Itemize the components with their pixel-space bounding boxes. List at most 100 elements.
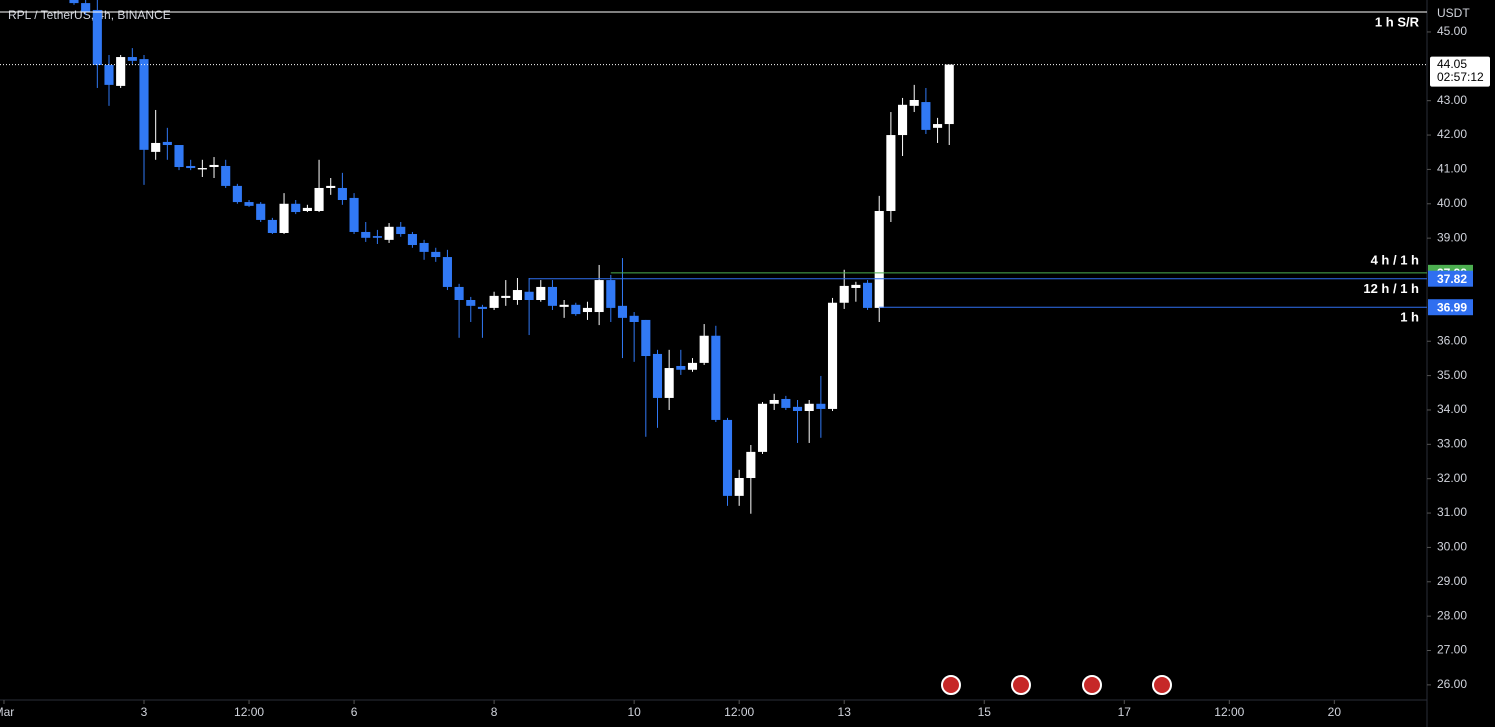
y-tick-label: 28.00 xyxy=(1437,608,1467,622)
candle-body xyxy=(734,478,744,496)
level-label: 4 h / 1 h xyxy=(1371,252,1419,267)
candle-body xyxy=(582,307,593,313)
y-tick-label: 42.00 xyxy=(1437,127,1467,141)
candle-body xyxy=(512,290,522,300)
candle-body xyxy=(104,64,114,85)
x-tick-label: 12:00 xyxy=(724,705,754,719)
candle-body xyxy=(314,187,324,211)
candle-body xyxy=(174,145,184,168)
y-tick-label: 41.00 xyxy=(1437,162,1467,176)
candle-body xyxy=(711,335,721,420)
candle-body xyxy=(547,286,558,306)
candle-body xyxy=(442,257,452,287)
candle-body xyxy=(337,187,347,200)
candle-body xyxy=(874,210,884,308)
candle-body xyxy=(827,302,838,409)
candle-body xyxy=(536,286,546,300)
y-tick-label: 36.00 xyxy=(1437,333,1467,347)
candle-body xyxy=(687,362,698,370)
candle-body xyxy=(361,231,371,238)
candle-body xyxy=(524,291,534,300)
candle-body xyxy=(232,185,242,203)
candle-body xyxy=(617,305,628,318)
candle-body xyxy=(419,242,429,252)
candle-body xyxy=(209,164,219,168)
x-tick-label: 10 xyxy=(627,705,641,719)
candle-body xyxy=(606,280,616,308)
candle-body xyxy=(501,295,511,298)
price-tag-label: 36.99 xyxy=(1437,300,1467,314)
candle-body xyxy=(746,451,756,479)
candle-body xyxy=(407,234,417,246)
candle-body xyxy=(909,100,919,106)
candle-body xyxy=(162,141,172,146)
candle-body xyxy=(372,236,382,238)
y-tick-label: 33.00 xyxy=(1437,437,1467,451)
candle-body xyxy=(221,165,231,186)
level-label: 1 h S/R xyxy=(1375,14,1420,29)
price-tag xyxy=(1428,299,1473,316)
x-tick-label: 3 xyxy=(141,705,148,719)
candle-body xyxy=(116,57,126,86)
candle-body xyxy=(197,168,207,170)
x-tick-label: 13 xyxy=(838,705,852,719)
candle-body xyxy=(384,226,394,240)
candle-body xyxy=(302,207,312,211)
candle-body xyxy=(151,142,161,152)
candle-body xyxy=(886,135,896,211)
price-tag-label: 37.82 xyxy=(1437,272,1467,286)
candle-body xyxy=(454,286,464,300)
y-tick-label: 45.00 xyxy=(1437,24,1467,38)
candle-body xyxy=(396,226,406,235)
x-tick-label: 20 xyxy=(1328,705,1342,719)
candle-body xyxy=(722,419,733,496)
candle-body xyxy=(652,353,663,398)
x-tick-label: 15 xyxy=(978,705,992,719)
y-tick-label: 32.00 xyxy=(1437,471,1467,485)
candle-body xyxy=(594,280,604,313)
candle-body xyxy=(186,165,196,169)
y-tick-label: 40.00 xyxy=(1437,196,1467,210)
candle-body xyxy=(477,306,487,309)
candle-body xyxy=(69,0,79,4)
last-price-tag xyxy=(1430,56,1490,87)
x-tick-label: 8 xyxy=(491,705,498,719)
candle-body xyxy=(127,57,137,61)
level-label: 12 h / 1 h xyxy=(1363,281,1419,296)
countdown: 02:57:12 xyxy=(1437,70,1484,84)
candle-body xyxy=(139,59,149,150)
candle-body xyxy=(431,251,441,258)
event-icons[interactable] xyxy=(941,675,1172,695)
candle-body xyxy=(466,300,476,306)
x-tick-label: 17 xyxy=(1118,705,1132,719)
x-tick-label: 6 xyxy=(351,705,358,719)
event-icon[interactable] xyxy=(1152,675,1172,695)
candle-body xyxy=(641,319,651,357)
candle-body xyxy=(571,304,581,315)
event-icon[interactable] xyxy=(1082,675,1102,695)
candle-body xyxy=(851,284,861,288)
candle-body xyxy=(256,203,266,220)
candle-body xyxy=(559,304,569,307)
y-tick-label: 27.00 xyxy=(1437,643,1467,657)
axis-unit: USDT xyxy=(1437,6,1470,20)
candle-body xyxy=(804,403,814,411)
candle-body xyxy=(862,282,873,308)
y-tick-label: 31.00 xyxy=(1437,505,1467,519)
candle-body xyxy=(933,124,943,128)
event-icon[interactable] xyxy=(1011,675,1031,695)
candle-body xyxy=(664,368,674,398)
candle-body xyxy=(769,400,779,404)
y-tick-label: 43.00 xyxy=(1437,93,1467,107)
candle-body xyxy=(489,295,499,308)
y-tick-label: 29.00 xyxy=(1437,574,1467,588)
y-tick-label: 35.00 xyxy=(1437,368,1467,382)
candle-body xyxy=(81,3,91,13)
x-tick-label: Mar xyxy=(0,705,14,719)
y-tick-label: 39.00 xyxy=(1437,230,1467,244)
event-icon[interactable] xyxy=(941,675,961,695)
y-tick-label: 34.00 xyxy=(1437,402,1467,416)
last-price-label: 44.05 xyxy=(1437,57,1467,71)
